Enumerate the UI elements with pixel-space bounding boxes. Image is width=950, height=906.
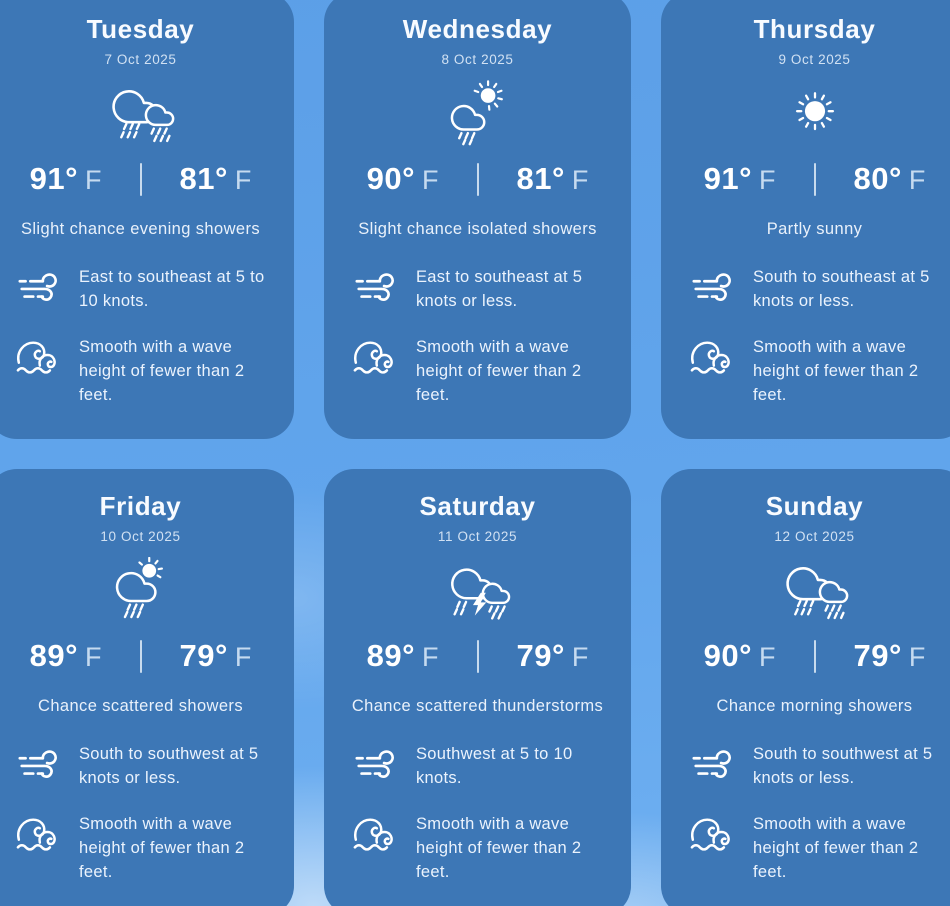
low-temp: 79° F xyxy=(516,638,589,673)
sea-text: Smooth with a wave height of fewer than … xyxy=(753,338,919,404)
forecast-card-sunday: Sunday 12 Oct 2025 xyxy=(661,469,950,906)
day-title: Saturday xyxy=(419,491,536,521)
sea-row: Smooth with a wave height of fewer than … xyxy=(324,812,631,884)
temp-divider xyxy=(476,162,479,196)
sun-with-showers-icon xyxy=(450,80,503,146)
sea-text: Smooth with a wave height of fewer than … xyxy=(753,815,919,881)
date-label: 12 Oct 2025 xyxy=(774,529,855,544)
sea-text: Smooth with a wave height of fewer than … xyxy=(79,815,245,881)
forecast-card-tuesday: Tuesday 7 Oct 2025 xyxy=(0,0,294,439)
low-temp: 79° F xyxy=(853,638,926,673)
high-temp: 89° F xyxy=(29,638,102,673)
temp-divider xyxy=(139,162,142,196)
high-temp: 91° F xyxy=(703,161,776,196)
temp-divider xyxy=(139,639,142,673)
forecast-summary: Chance scattered showers xyxy=(38,697,243,715)
wind-row: East to southeast at 5 knots or less. xyxy=(324,265,631,313)
day-title: Tuesday xyxy=(86,14,195,44)
sea-row: Smooth with a wave height of fewer than … xyxy=(661,335,950,407)
temp-divider xyxy=(813,639,816,673)
low-temp: 81° F xyxy=(179,161,252,196)
wind-row: South to southwest at 5 knots or less. xyxy=(661,742,950,790)
temperature-row: 91° F 80° F xyxy=(661,161,950,197)
wind-text: South to southwest at 5 knots or less. xyxy=(753,745,933,787)
day-title: Sunday xyxy=(765,491,864,521)
forecast-summary: Chance morning showers xyxy=(716,697,913,715)
wind-icon xyxy=(14,265,62,306)
temperature-row: 91° F 81° F xyxy=(0,161,294,197)
wave-icon xyxy=(688,335,736,377)
wind-row: South to southeast at 5 knots or less. xyxy=(661,265,950,313)
wind-row: Southwest at 5 to 10 knots. xyxy=(324,742,631,790)
wind-icon xyxy=(688,742,736,783)
high-temp: 90° F xyxy=(703,638,776,673)
low-temp: 81° F xyxy=(516,161,589,196)
wind-icon xyxy=(14,742,62,783)
sea-row: Smooth with a wave height of fewer than … xyxy=(324,335,631,407)
forecast-card-thursday: Thursday 9 Oct 2025 91° F xyxy=(661,0,950,439)
forecast-summary: Partly sunny xyxy=(766,220,863,238)
wave-icon xyxy=(351,335,399,377)
wave-icon xyxy=(14,335,62,377)
temperature-row: 90° F 81° F xyxy=(324,161,631,197)
day-title: Wednesday xyxy=(402,14,553,44)
partly-sunny-showers-icon xyxy=(115,557,163,619)
thunderstorms-icon xyxy=(450,568,510,620)
high-temp: 89° F xyxy=(366,638,439,673)
sea-text: Smooth with a wave height of fewer than … xyxy=(416,815,582,881)
wind-row: South to southwest at 5 knots or less. xyxy=(0,742,294,790)
forecast-card-friday: Friday 10 Oct 2025 xyxy=(0,469,294,906)
low-temp: 79° F xyxy=(179,638,252,673)
date-label: 8 Oct 2025 xyxy=(441,52,514,67)
temperature-row: 90° F 79° F xyxy=(661,638,950,674)
wind-icon xyxy=(351,265,399,306)
date-label: 7 Oct 2025 xyxy=(104,52,177,67)
low-temp: 80° F xyxy=(853,161,926,196)
wave-icon xyxy=(688,812,736,854)
day-title: Friday xyxy=(99,491,182,521)
forecast-card-wednesday: Wednesday 8 Oct 2025 xyxy=(324,0,631,439)
day-title: Thursday xyxy=(753,14,876,44)
forecast-summary: Slight chance isolated showers xyxy=(358,220,597,238)
sea-row: Smooth with a wave height of fewer than … xyxy=(0,812,294,884)
wind-icon xyxy=(351,742,399,783)
temperature-row: 89° F 79° F xyxy=(324,638,631,674)
high-temp: 90° F xyxy=(366,161,439,196)
sea-text: Smooth with a wave height of fewer than … xyxy=(416,338,582,404)
high-temp: 91° F xyxy=(29,161,102,196)
rain-showers-icon xyxy=(785,567,848,620)
rain-showers-icon xyxy=(111,90,174,143)
wind-text: South to southeast at 5 knots or less. xyxy=(753,268,930,310)
sea-row: Smooth with a wave height of fewer than … xyxy=(661,812,950,884)
temperature-row: 89° F 79° F xyxy=(0,638,294,674)
wind-text: South to southwest at 5 knots or less. xyxy=(79,745,259,787)
wind-icon xyxy=(688,265,736,306)
forecast-summary: Chance scattered thunderstorms xyxy=(351,697,604,715)
forecast-card-saturday: Saturday 11 Oct 2025 xyxy=(324,469,631,906)
date-label: 9 Oct 2025 xyxy=(778,52,851,67)
date-label: 11 Oct 2025 xyxy=(437,529,518,544)
wind-text: East to southeast at 5 knots or less. xyxy=(416,268,583,310)
wind-text: Southwest at 5 to 10 knots. xyxy=(416,745,573,787)
sunny-icon xyxy=(795,92,834,131)
wave-icon xyxy=(351,812,399,854)
sea-text: Smooth with a wave height of fewer than … xyxy=(79,338,245,404)
wave-icon xyxy=(14,812,62,854)
forecast-summary: Slight chance evening showers xyxy=(20,220,261,238)
temp-divider xyxy=(813,162,816,196)
temp-divider xyxy=(476,639,479,673)
date-label: 10 Oct 2025 xyxy=(100,529,181,544)
wind-row: East to southeast at 5 to 10 knots. xyxy=(0,265,294,313)
sea-row: Smooth with a wave height of fewer than … xyxy=(0,335,294,407)
wind-text: East to southeast at 5 to 10 knots. xyxy=(79,268,265,310)
